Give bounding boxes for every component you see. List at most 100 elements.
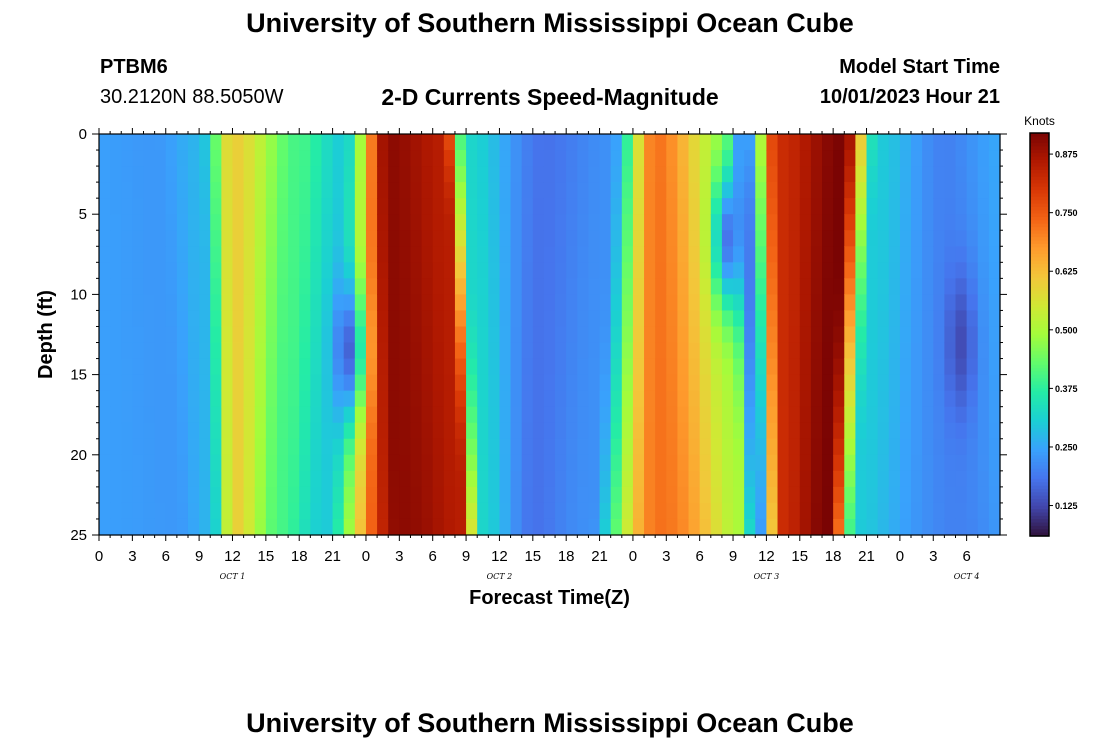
heatmap-cell [744, 246, 756, 263]
heatmap-cell [243, 150, 256, 167]
heatmap-cell [933, 438, 945, 456]
heatmap-cell [888, 310, 901, 328]
heatmap-cell [955, 342, 968, 360]
heatmap-cell [855, 358, 868, 376]
heatmap-cell [154, 518, 167, 536]
heatmap-cell [165, 486, 178, 504]
heatmap-cell [688, 310, 701, 328]
heatmap-cell [766, 294, 779, 312]
heatmap-cell [911, 470, 923, 488]
heatmap-cell [521, 390, 534, 408]
footer-title: University of Southern Mississippi Ocean… [246, 708, 854, 738]
heatmap-cell [276, 294, 289, 312]
heatmap-cell [365, 198, 378, 215]
heatmap-cell [666, 374, 679, 392]
heatmap-cell [988, 310, 1001, 328]
colorbar-segment [1030, 341, 1049, 346]
heatmap-cell [210, 294, 222, 312]
heatmap-cell [766, 166, 779, 183]
heatmap-cell [655, 310, 667, 328]
heatmap-cell [276, 470, 289, 488]
heatmap-cell [933, 214, 945, 231]
heatmap-cell [933, 134, 945, 151]
colorbar-segment [1030, 300, 1049, 305]
heatmap-cell [744, 294, 756, 312]
heatmap-cell [254, 390, 267, 408]
heatmap-cell [766, 422, 779, 440]
heatmap-cell [276, 134, 289, 151]
heatmap-cell [510, 486, 523, 504]
heatmap-cell [510, 326, 523, 344]
heatmap-cell [688, 214, 701, 231]
heatmap-cell [810, 374, 823, 392]
heatmap-cell [121, 262, 133, 279]
heatmap-cell [332, 374, 345, 392]
heatmap-cell [632, 438, 645, 456]
heatmap-cell [766, 358, 779, 376]
heatmap-cell [99, 198, 111, 215]
heatmap-cell [733, 182, 745, 199]
heatmap-cell [710, 294, 723, 312]
heatmap-cell [621, 438, 634, 456]
heatmap-cell [499, 470, 512, 488]
heatmap-cell [621, 342, 634, 360]
heatmap-cell [555, 150, 567, 167]
heatmap-cell [933, 486, 945, 504]
heatmap-cell [610, 486, 623, 504]
heatmap-cell [788, 470, 801, 488]
heatmap-cell [388, 374, 400, 392]
heatmap-cell [977, 406, 990, 424]
heatmap-cell [543, 198, 556, 215]
heatmap-cell [187, 406, 200, 424]
heatmap-cell [888, 358, 901, 376]
heatmap-cell [966, 198, 979, 215]
heatmap-cell [977, 358, 990, 376]
heatmap-cell [733, 326, 745, 344]
heatmap-cell [777, 150, 790, 167]
colorbar-segment [1030, 347, 1049, 352]
heatmap-cell [621, 310, 634, 328]
heatmap-cell [955, 310, 968, 328]
heatmap-cell [510, 198, 523, 215]
heatmap-cell [121, 470, 133, 488]
heatmap-cell [388, 390, 400, 408]
colorbar-segment [1030, 452, 1049, 456]
heatmap-cell [477, 470, 489, 488]
heatmap-cell [899, 406, 912, 424]
heatmap-cell [977, 134, 990, 151]
heatmap-cell [988, 358, 1001, 376]
heatmap-cell [454, 438, 467, 456]
heatmap-cell [766, 278, 779, 295]
heatmap-cell [844, 214, 856, 231]
heatmap-cell [232, 230, 245, 247]
heatmap-cell [833, 358, 845, 376]
heatmap-cell [632, 406, 645, 424]
heatmap-cell [121, 310, 133, 328]
heatmap-cell [343, 246, 356, 263]
heatmap-cell [332, 438, 345, 456]
heatmap-cell [399, 358, 412, 376]
colorbar-segment [1030, 438, 1049, 443]
heatmap-cell [466, 294, 478, 312]
heatmap-cell [288, 454, 300, 472]
heatmap-cell [721, 342, 734, 360]
heatmap-cell [343, 342, 356, 360]
heatmap-cell [744, 230, 756, 247]
heatmap-cell [232, 214, 245, 231]
heatmap-cell [988, 502, 1001, 520]
heatmap-cell [922, 454, 934, 472]
heatmap-cell [477, 326, 489, 344]
heatmap-cell [377, 278, 389, 295]
heatmap-cell [365, 486, 378, 504]
heatmap-cell [822, 374, 834, 392]
heatmap-cell [588, 518, 601, 536]
heatmap-cell [210, 214, 222, 231]
x-tick-label: 9 [195, 548, 203, 565]
heatmap-cell [655, 214, 667, 231]
heatmap-cell [877, 230, 890, 247]
heatmap-cell [788, 134, 801, 151]
heatmap-cell [110, 518, 122, 536]
heatmap-cell [944, 342, 957, 360]
heatmap-cell [288, 502, 300, 520]
heatmap-cell [288, 246, 300, 263]
